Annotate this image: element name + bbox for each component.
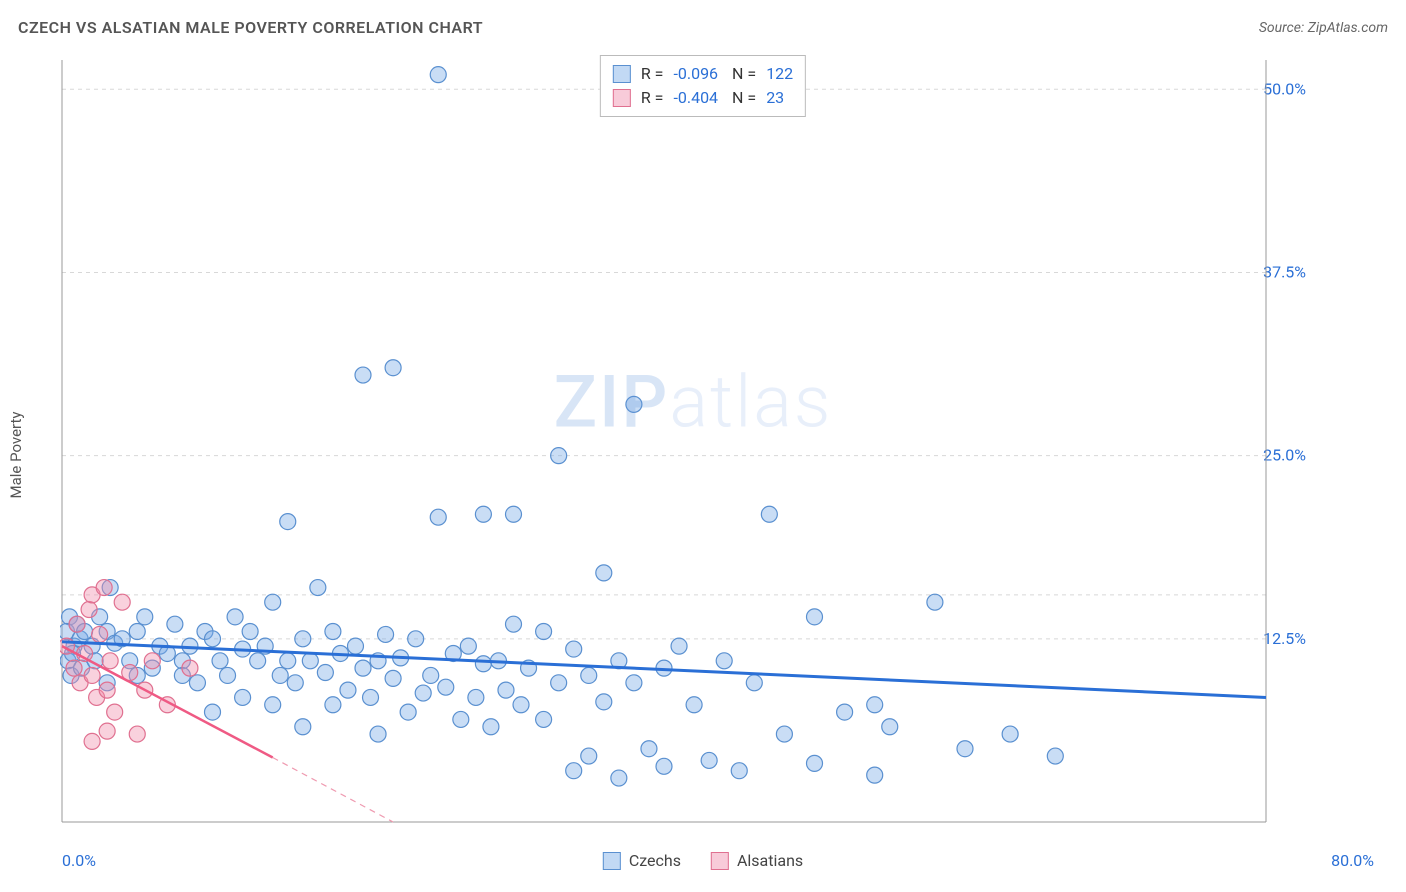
scatter-plot: 12.5% 25.0% 37.5% 50.0%: [60, 50, 1326, 832]
swatch-blue-icon: [613, 65, 631, 83]
source-prefix: Source:: [1259, 20, 1308, 36]
swatch-pink-icon: [613, 89, 631, 107]
r-label: R =: [641, 62, 664, 86]
chart-area: ZIPatlas 12.5%25.0%37.5%50.0%: [60, 50, 1326, 832]
n-label: N =: [728, 86, 756, 110]
n-value-alsatians: 23: [766, 86, 784, 110]
header: CZECH VS ALSATIAN MALE POVERTY CORRELATI…: [18, 18, 1388, 37]
swatch-blue-icon: [603, 852, 621, 870]
stats-row-alsatians: R = -0.404 N = 23: [613, 86, 793, 110]
source-attribution: Source: ZipAtlas.com: [1259, 20, 1388, 36]
x-max-label: 80.0%: [1331, 851, 1374, 870]
legend-item-czechs: Czechs: [603, 851, 681, 870]
swatch-pink-icon: [711, 852, 729, 870]
r-value-alsatians: -0.404: [673, 86, 718, 110]
source-link[interactable]: ZipAtlas.com: [1308, 20, 1388, 36]
chart-title: CZECH VS ALSATIAN MALE POVERTY CORRELATI…: [18, 18, 483, 37]
legend-label-alsatians: Alsatians: [737, 851, 803, 870]
legend-label-czechs: Czechs: [629, 851, 681, 870]
r-value-czechs: -0.096: [673, 62, 718, 86]
r-label: R =: [641, 86, 664, 110]
n-value-czechs: 122: [766, 62, 793, 86]
legend-item-alsatians: Alsatians: [711, 851, 803, 870]
svg-text:25.0%: 25.0%: [1263, 446, 1306, 465]
stats-legend: R = -0.096 N = 122 R = -0.404 N = 23: [600, 55, 806, 117]
svg-text:50.0%: 50.0%: [1263, 79, 1306, 98]
n-label: N =: [728, 62, 756, 86]
bottom-legend: Czechs Alsatians: [603, 851, 803, 870]
stats-row-czechs: R = -0.096 N = 122: [613, 62, 793, 86]
svg-text:37.5%: 37.5%: [1263, 262, 1306, 281]
x-min-label: 0.0%: [62, 851, 96, 870]
y-axis-label: Male Poverty: [7, 412, 25, 499]
svg-text:12.5%: 12.5%: [1263, 629, 1306, 648]
